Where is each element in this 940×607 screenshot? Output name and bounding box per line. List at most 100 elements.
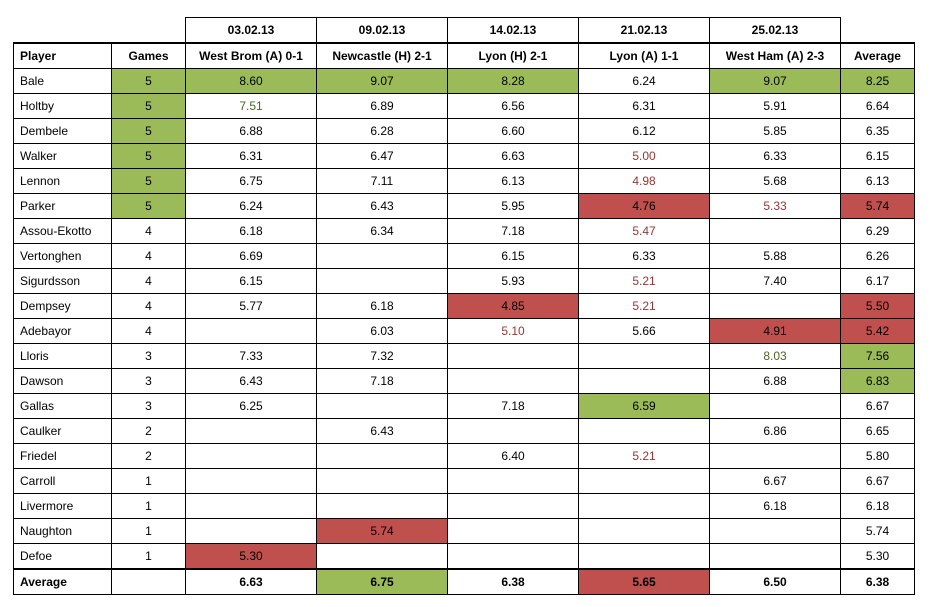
match-date: 03.02.13 <box>185 17 317 44</box>
player-average-cell: 5.74 <box>840 518 915 544</box>
rating-cell <box>709 293 841 319</box>
rating-cell <box>709 518 841 544</box>
rating-cell: 6.88 <box>709 368 841 394</box>
rating-cell <box>447 418 579 444</box>
rating-cell: 7.18 <box>316 368 448 394</box>
games-count-cell: 1 <box>111 518 186 544</box>
rating-cell <box>185 418 317 444</box>
rating-cell: 4.85 <box>447 293 579 319</box>
match-column-header: Lyon (A) 1-1 <box>578 42 710 69</box>
rating-cell: 8.60 <box>185 68 317 94</box>
player-average-cell: 5.42 <box>840 318 915 344</box>
rating-cell <box>447 493 579 519</box>
rating-cell: 6.31 <box>578 93 710 119</box>
match-column-header: Lyon (H) 2-1 <box>447 42 579 69</box>
player-name-cell: Vertonghen <box>13 243 112 269</box>
rating-cell: 6.75 <box>185 168 317 194</box>
blank-cell <box>13 17 112 43</box>
games-count-cell: 4 <box>111 293 186 319</box>
player-name-cell: Naughton <box>13 518 112 544</box>
rating-cell: 6.43 <box>316 418 448 444</box>
totals-games-cell <box>111 568 186 595</box>
rating-cell: 4.98 <box>578 168 710 194</box>
rating-cell: 6.15 <box>447 243 579 269</box>
match-average-cell: 5.65 <box>578 568 710 595</box>
rating-cell: 5.30 <box>185 543 317 570</box>
player-name-cell: Holtby <box>13 93 112 119</box>
rating-cell <box>185 318 317 344</box>
rating-cell <box>709 393 841 419</box>
player-row: Walker 5 6.31 6.47 6.63 5.00 6.33 6.15 <box>13 143 915 169</box>
player-name-cell: Livermore <box>13 493 112 519</box>
games-count-cell: 5 <box>111 68 186 94</box>
rating-cell <box>447 343 579 369</box>
rating-cell <box>709 443 841 469</box>
rating-cell: 9.07 <box>316 68 448 94</box>
rating-cell: 7.40 <box>709 268 841 294</box>
player-row: Parker 5 6.24 6.43 5.95 4.76 5.33 5.74 <box>13 193 915 219</box>
match-date: 21.02.13 <box>578 17 710 44</box>
games-count-cell: 1 <box>111 543 186 570</box>
player-row: Lennon 5 6.75 7.11 6.13 4.98 5.68 6.13 <box>13 168 915 194</box>
player-name-cell: Dawson <box>13 368 112 394</box>
rating-cell: 6.18 <box>185 218 317 244</box>
rating-cell: 6.43 <box>316 193 448 219</box>
rating-cell: 6.13 <box>447 168 579 194</box>
totals-label: Average <box>13 568 112 595</box>
player-average-cell: 6.26 <box>840 243 915 269</box>
rating-cell: 7.33 <box>185 343 317 369</box>
player-average-cell: 5.80 <box>840 443 915 469</box>
rating-cell: 6.86 <box>709 418 841 444</box>
player-average-cell: 5.30 <box>840 543 915 570</box>
player-name-cell: Walker <box>13 143 112 169</box>
rating-cell: 6.56 <box>447 93 579 119</box>
player-name-cell: Gallas <box>13 393 112 419</box>
rating-cell: 6.12 <box>578 118 710 144</box>
player-row: Assou-Ekotto 4 6.18 6.34 7.18 5.47 6.29 <box>13 218 915 244</box>
rating-cell <box>316 468 448 494</box>
rating-cell: 5.88 <box>709 243 841 269</box>
rating-cell: 6.33 <box>578 243 710 269</box>
player-average-cell: 6.18 <box>840 493 915 519</box>
games-count-cell: 4 <box>111 243 186 269</box>
rating-cell: 5.68 <box>709 168 841 194</box>
rating-cell <box>185 468 317 494</box>
rating-cell <box>316 243 448 269</box>
player-average-cell: 6.35 <box>840 118 915 144</box>
match-date: 09.02.13 <box>316 17 448 44</box>
player-name-cell: Caulker <box>13 418 112 444</box>
rating-cell <box>447 543 579 570</box>
rating-cell: 5.66 <box>578 318 710 344</box>
player-name-cell: Lennon <box>13 168 112 194</box>
games-count-cell: 5 <box>111 143 186 169</box>
player-average-cell: 6.65 <box>840 418 915 444</box>
player-name-cell: Lloris <box>13 343 112 369</box>
rating-cell: 6.28 <box>316 118 448 144</box>
player-row: Livermore 1 6.18 6.18 <box>13 493 915 519</box>
rating-cell: 6.24 <box>578 68 710 94</box>
player-average-cell: 6.67 <box>840 393 915 419</box>
games-count-cell: 1 <box>111 493 186 519</box>
player-average-cell: 6.13 <box>840 168 915 194</box>
rating-cell: 4.76 <box>578 193 710 219</box>
player-name-cell: Dempsey <box>13 293 112 319</box>
rating-cell: 9.07 <box>709 68 841 94</box>
player-average-cell: 6.15 <box>840 143 915 169</box>
player-average-cell: 6.64 <box>840 93 915 119</box>
player-average-cell: 6.83 <box>840 368 915 394</box>
player-average-cell: 6.29 <box>840 218 915 244</box>
player-column-header: Player <box>13 42 112 69</box>
rating-cell <box>316 268 448 294</box>
rating-cell: 5.47 <box>578 218 710 244</box>
player-rows: Bale 5 8.60 9.07 8.28 6.24 9.07 8.25 Holtby 5 7.51… <box>13 68 915 570</box>
rating-cell <box>578 418 710 444</box>
games-count-cell: 4 <box>111 218 186 244</box>
rating-cell: 6.88 <box>185 118 317 144</box>
rating-cell <box>578 518 710 544</box>
rating-cell: 5.00 <box>578 143 710 169</box>
rating-cell: 7.32 <box>316 343 448 369</box>
player-row: Adebayor 4 6.03 5.10 5.66 4.91 5.42 <box>13 318 915 344</box>
player-row: Friedel 2 6.40 5.21 5.80 <box>13 443 915 469</box>
blank-cell <box>111 17 186 43</box>
rating-cell: 6.59 <box>578 393 710 419</box>
